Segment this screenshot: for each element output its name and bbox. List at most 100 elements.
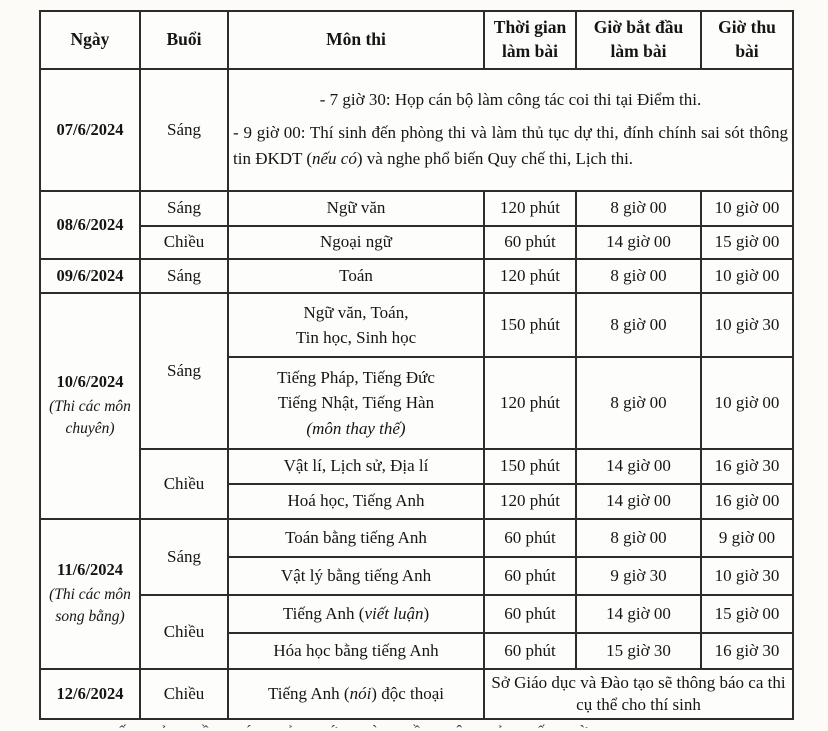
start-time-cell: 8 giờ 00 <box>575 518 702 558</box>
col-header-start-time: Giờ bắt đầu làm bài <box>575 10 702 70</box>
subject-cell: Tiếng Pháp, Tiếng Đức Tiếng Nhật, Tiếng … <box>227 356 485 450</box>
text-segment: Tiếng Anh ( <box>282 603 365 623</box>
subject-cell: Ngoại ngữ <box>227 225 485 260</box>
table-row: 07/6/2024 Sáng - 7 giờ 30: Họp cán bộ là… <box>39 68 794 192</box>
session-cell: Chiều <box>139 448 229 520</box>
col-header-session: Buổi <box>139 10 229 70</box>
end-time-cell: 10 giờ 30 <box>700 292 794 358</box>
start-time-cell: 8 giờ 00 <box>575 292 702 358</box>
table-row: 08/6/2024 Sáng Ngữ văn 120 phút 8 giờ 00… <box>39 190 794 260</box>
subject-cell: Toán <box>227 258 485 294</box>
instruction-line-1: - 7 giờ 30: Họp cán bộ làm công tác coi … <box>319 90 702 110</box>
session-cell: Sáng <box>139 190 229 227</box>
table-row: Vật lý bằng tiếng Anh 60 phút 9 giờ 30 1… <box>40 556 794 596</box>
date-value: 08/6/2024 <box>56 215 124 235</box>
subject-line: Tiếng Nhật, Tiếng Hàn <box>277 393 435 413</box>
table-row: Chiều Tiếng Anh (viết luận) 60 phút 14 g… <box>40 594 794 670</box>
text-segment: ) độc thoại <box>371 684 444 704</box>
session-cell: Sáng <box>139 68 229 192</box>
text-segment-italic: nói <box>349 684 372 704</box>
end-time-cell: 16 giờ 00 <box>700 483 794 520</box>
notice-cell: Sở Giáo dục và Đào tạo sẽ thông báo ca t… <box>483 667 794 721</box>
text-segment: ) và nghe phổ biến Quy chế thi, Lịch thi… <box>356 149 634 169</box>
text-segment: - 9 giờ 00: Thí sinh đến phòng thi và là… <box>233 122 788 169</box>
instruction-line-2: - 9 giờ 00: Thí sinh đến phòng thi và là… <box>233 120 788 173</box>
end-time-cell: 16 giờ 30 <box>700 632 794 670</box>
subject-line: Ngữ văn, Toán, <box>303 302 409 322</box>
table-row: 11/6/2024 (Thi các môn song bằng) Sáng T… <box>39 518 794 670</box>
text-segment-italic: viết luận <box>364 603 424 623</box>
table-row: 12/6/2024 Chiều Tiếng Anh (nói) độc thoạ… <box>39 667 794 721</box>
date-note: (Thi các môn song bằng) <box>49 585 131 626</box>
exam-schedule-table: Ngày Buổi Môn thi Thời gian làm bài Giờ … <box>39 10 794 721</box>
date-value: 11/6/2024 <box>56 560 123 580</box>
subject-cell: Toán bằng tiếng Anh <box>227 518 485 558</box>
duration-cell: 120 phút <box>483 190 577 227</box>
date-value: 10/6/2024 <box>56 372 124 392</box>
date-cell: 09/6/2024 <box>39 258 141 294</box>
subject-line: Tin học, Sinh học <box>295 328 417 347</box>
text-segment: Tiếng Anh ( <box>268 684 350 704</box>
text-segment-italic: nếu có <box>312 149 357 169</box>
start-time-cell: 15 giờ 30 <box>575 632 702 670</box>
subject-cell: Hoá học, Tiếng Anh <box>227 483 485 520</box>
subject-cell: Vật lí, Lịch sử, Địa lí <box>227 448 485 485</box>
table-row: Tiếng Pháp, Tiếng Đức Tiếng Nhật, Tiếng … <box>40 356 794 450</box>
table-row: Hóa học bằng tiếng Anh 60 phút 15 giờ 30… <box>40 632 794 670</box>
col-header-date: Ngày <box>39 10 141 70</box>
end-time-cell: 10 giờ 00 <box>700 258 794 294</box>
table-row: 09/6/2024 Sáng Toán 120 phút 8 giờ 00 10… <box>39 258 794 294</box>
subject-cell: Ngữ văn <box>227 190 485 227</box>
duration-cell: 120 phút <box>483 258 577 294</box>
date-value: 07/6/2024 <box>56 120 124 140</box>
duration-cell: 60 phút <box>483 518 577 558</box>
duration-cell: 60 phút <box>483 556 577 596</box>
date-value: 12/6/2024 <box>56 684 124 704</box>
end-time-cell: 9 giờ 00 <box>700 518 794 558</box>
start-time-cell: 14 giờ 00 <box>575 594 702 634</box>
start-time-cell: 8 giờ 00 <box>575 258 702 294</box>
session-cell: Sáng <box>139 292 229 450</box>
date-cell: 08/6/2024 <box>39 190 141 260</box>
duration-cell: 150 phút <box>483 448 577 485</box>
table-row: Chiều Vật lí, Lịch sử, Địa lí 150 phút 1… <box>40 448 794 520</box>
subject-line-italic: (môn thay thế) <box>306 418 406 438</box>
start-time-cell: 14 giờ 00 <box>575 483 702 520</box>
session-cell: Chiều <box>139 667 229 721</box>
date-cell: 10/6/2024 (Thi các môn chuyên) <box>39 292 141 520</box>
text-segment: ) <box>423 603 430 623</box>
end-time-cell: 15 giờ 00 <box>700 594 794 634</box>
col-header-duration: Thời gian làm bài <box>483 10 577 70</box>
subject-line: Tiếng Pháp, Tiếng Đức <box>277 367 435 387</box>
end-time-cell: 10 giờ 00 <box>700 190 794 227</box>
subject-cell: Tiếng Anh (viết luận) <box>227 594 485 634</box>
start-time-cell: 8 giờ 00 <box>575 356 702 450</box>
duration-cell: 150 phút <box>483 292 577 358</box>
end-time-cell: 10 giờ 30 <box>700 556 794 596</box>
date-value: 09/6/2024 <box>56 266 124 286</box>
duration-cell: 120 phút <box>483 356 577 450</box>
duration-cell: 120 phút <box>483 483 577 520</box>
end-time-cell: 15 giờ 00 <box>700 225 794 260</box>
start-time-cell: 14 giờ 00 <box>575 225 702 260</box>
table-row: Chiều Ngoại ngữ 60 phút 14 giờ 00 15 giờ… <box>40 225 794 260</box>
duration-cell: 60 phút <box>483 594 577 634</box>
subject-cell: Hóa học bằng tiếng Anh <box>227 632 485 670</box>
start-time-cell: 9 giờ 30 <box>575 556 702 596</box>
instructions-cell: - 7 giờ 30: Họp cán bộ làm công tác coi … <box>227 68 794 192</box>
subject-cell: Ngữ văn, Toán, Tin học, Sinh học <box>227 292 485 358</box>
date-cell: 07/6/2024 <box>39 68 141 192</box>
duration-cell: 60 phút <box>483 225 577 260</box>
subject-cell: Tiếng Anh (nói) độc thoại <box>227 667 485 721</box>
header-row: Ngày Buổi Môn thi Thời gian làm bài Giờ … <box>39 10 794 70</box>
date-cell: 12/6/2024 <box>39 667 141 721</box>
session-cell: Sáng <box>139 518 229 596</box>
duration-cell: 60 phút <box>483 632 577 670</box>
date-cell: 11/6/2024 (Thi các môn song bằng) <box>39 518 141 670</box>
start-time-cell: 8 giờ 00 <box>575 190 702 227</box>
clipped-text-fragment: ế ả ồ á ẻ ứ à ề ộ ỉ ấ ờ <box>118 718 738 728</box>
table-row: Hoá học, Tiếng Anh 120 phút 14 giờ 00 16… <box>40 483 794 520</box>
date-note: (Thi các môn chuyên) <box>49 397 131 438</box>
subject-cell: Vật lý bằng tiếng Anh <box>227 556 485 596</box>
end-time-cell: 10 giờ 00 <box>700 356 794 450</box>
